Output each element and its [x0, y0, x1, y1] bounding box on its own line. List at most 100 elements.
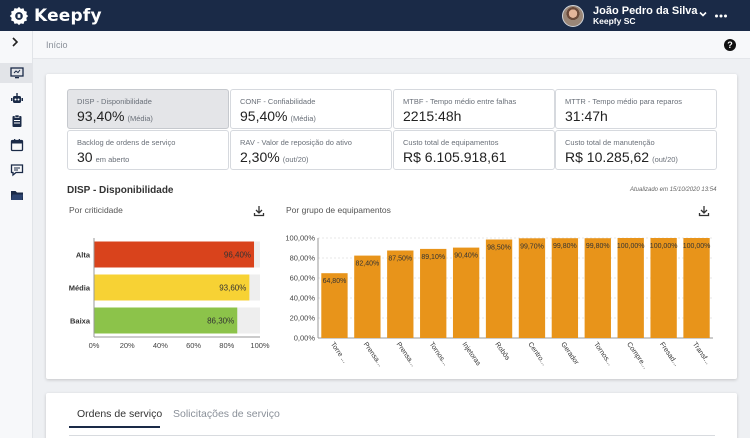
chevron-down-icon[interactable] — [698, 9, 708, 19]
section-title: DISP - Disponibilidade — [67, 185, 174, 196]
kpi-card-disp[interactable]: DISP - Disponibilidade 93,40% (Média) — [67, 89, 229, 129]
tick-label: 40% — [153, 341, 168, 350]
category-label: Robôs — [493, 341, 511, 362]
category-label: Alta — [76, 251, 91, 260]
bar-7 — [551, 238, 579, 338]
more-options-icon[interactable] — [714, 9, 728, 23]
kpi-card-mttr[interactable]: MTTR - Tempo médio para reparos 31:47h — [555, 89, 717, 129]
kpi-value: 31:47h — [565, 108, 608, 124]
kpi-value: 2215:48h — [403, 108, 462, 124]
sidebar-item-orders[interactable] — [0, 111, 33, 131]
user-menu[interactable]: João Pedro da Silva Keepfy SC — [562, 5, 698, 27]
tick-label: 0,00% — [294, 334, 316, 343]
bar-5 — [485, 239, 513, 338]
bar-8 — [584, 238, 611, 338]
user-org: Keepfy SC — [593, 16, 636, 26]
tick-label: 100,00% — [285, 234, 315, 243]
brand[interactable]: Keepfy — [8, 5, 102, 27]
kpi-label: MTTR - Tempo médio para reparos — [565, 97, 682, 106]
bar-3 — [420, 248, 447, 338]
breadcrumb[interactable]: Início — [46, 40, 68, 50]
keepfy-logo-icon — [9, 6, 29, 26]
data-label: 93,60% — [219, 284, 246, 293]
data-label: 99,80% — [586, 243, 610, 250]
kpi-card-maintenance-cost[interactable]: Custo total de manutenção R$ 10.285,62 (o… — [555, 130, 717, 170]
category-label: Média — [69, 284, 91, 293]
tick-label: 80,00% — [290, 254, 316, 263]
kpi-card-rav[interactable]: RAV - Valor de reposição do ativo 2,30%(… — [230, 130, 392, 170]
tab-service-orders[interactable]: Ordens de serviço — [77, 408, 163, 420]
bar-1 — [354, 255, 381, 338]
download-icon[interactable] — [698, 205, 710, 217]
criticality-bar-chart: 96,40% Alta 93,60% Média 86,30% Baixa 0% 20% 40%… — [69, 238, 270, 350]
help-icon[interactable]: ? — [724, 39, 736, 51]
data-label: 96,40% — [224, 251, 251, 260]
avatar[interactable] — [562, 5, 584, 27]
tick-label: 20,00% — [290, 314, 316, 323]
data-label: 86,30% — [207, 317, 234, 326]
kpi-card-backlog[interactable]: Backlog de ordens de serviço 30 em aberto — [67, 130, 229, 170]
sidebar-item-requests[interactable] — [0, 160, 33, 180]
kpi-value: 30 em aberto — [77, 149, 130, 165]
sidebar-item-assets[interactable] — [0, 89, 33, 109]
dashboard-icon — [9, 67, 24, 79]
breadcrumb-bar: Início ? — [33, 31, 750, 59]
sidebar-item-files[interactable] — [0, 185, 33, 205]
data-label: 64,80% — [323, 278, 347, 285]
sidebar-item-dashboard[interactable] — [0, 63, 33, 83]
category-label: Centro... — [526, 341, 547, 367]
tick-label: 20% — [120, 341, 135, 350]
kpi-value: R$ 6.105.918,61 — [403, 149, 507, 165]
kpi-label: Backlog de ordens de serviço — [77, 138, 176, 147]
top-bar: Keepfy João Pedro da Silva Keepfy SC — [0, 0, 750, 31]
category-label: Tornos... — [592, 341, 613, 367]
kpi-label: Custo total de equipamentos — [403, 138, 499, 147]
category-label: Compre... — [625, 341, 648, 370]
category-label: Prensa... — [362, 341, 384, 368]
download-icon[interactable] — [253, 205, 265, 217]
equipment-group-bar-chart: 0,00% 20,00% 40,00% 60,00% 80,00% 100,00% 64,8… — [285, 234, 713, 370]
dashboard-panel: DISP - Disponibilidade 93,40% (Média) CON… — [46, 74, 737, 379]
data-label: 87,50% — [388, 256, 412, 263]
bar-2 — [94, 307, 238, 334]
category-label: Baixa — [70, 317, 91, 326]
category-label: Gerador — [559, 341, 580, 367]
chevron-right-icon[interactable] — [11, 37, 19, 47]
robot-icon — [10, 93, 23, 103]
tick-label: 80% — [219, 341, 234, 350]
category-label: Transf... — [691, 341, 711, 366]
chart-right-title: Por grupo de equipamentos — [286, 205, 391, 215]
category-label: Torre ... — [329, 341, 348, 364]
data-label: 82,40% — [356, 261, 380, 268]
kpi-value: 2,30% (out/20) — [240, 149, 309, 165]
bar-10 — [650, 238, 677, 338]
data-label: 90,40% — [454, 253, 478, 260]
data-label: 99,70% — [520, 243, 544, 250]
service-tabs-panel: Ordens de serviço Solicitações de serviç… — [46, 393, 737, 438]
folder-icon — [10, 191, 23, 200]
tick-label: 0% — [89, 341, 100, 350]
kpi-card-conf[interactable]: CONF - Confiabilidade 95,40% (Média) — [230, 89, 392, 129]
tick-label: 100% — [250, 341, 270, 350]
data-label: 100,00% — [683, 243, 711, 250]
kpi-label: DISP - Disponibilidade — [77, 97, 152, 106]
active-tab-indicator — [69, 426, 160, 428]
tab-service-requests[interactable]: Solicitações de serviço — [173, 408, 280, 420]
data-label: 98,50% — [487, 245, 511, 252]
chat-icon — [10, 164, 23, 177]
kpi-card-mtbf[interactable]: MTBF - Tempo médio entre falhas 2215:48h — [393, 89, 555, 129]
updated-timestamp: Atualizado em 15/10/2020 13:54 — [630, 187, 717, 193]
kpi-label: RAV - Valor de reposição do ativo — [240, 138, 352, 147]
data-label: 100,00% — [617, 243, 645, 250]
calendar-icon — [10, 139, 23, 152]
kpi-value: R$ 10.285,62 (out/20) — [565, 149, 678, 165]
sidebar-item-calendar[interactable] — [0, 135, 33, 155]
tick-label: 40,00% — [290, 294, 316, 303]
sidebar — [0, 31, 33, 438]
tick-label: 60,00% — [290, 274, 316, 283]
bar-1 — [94, 274, 250, 301]
bar-0 — [321, 273, 348, 338]
kpi-card-equipment-cost[interactable]: Custo total de equipamentos R$ 6.105.918… — [393, 130, 555, 170]
category-label: Injetoras — [460, 341, 481, 367]
category-label: Tornos... — [428, 341, 449, 367]
